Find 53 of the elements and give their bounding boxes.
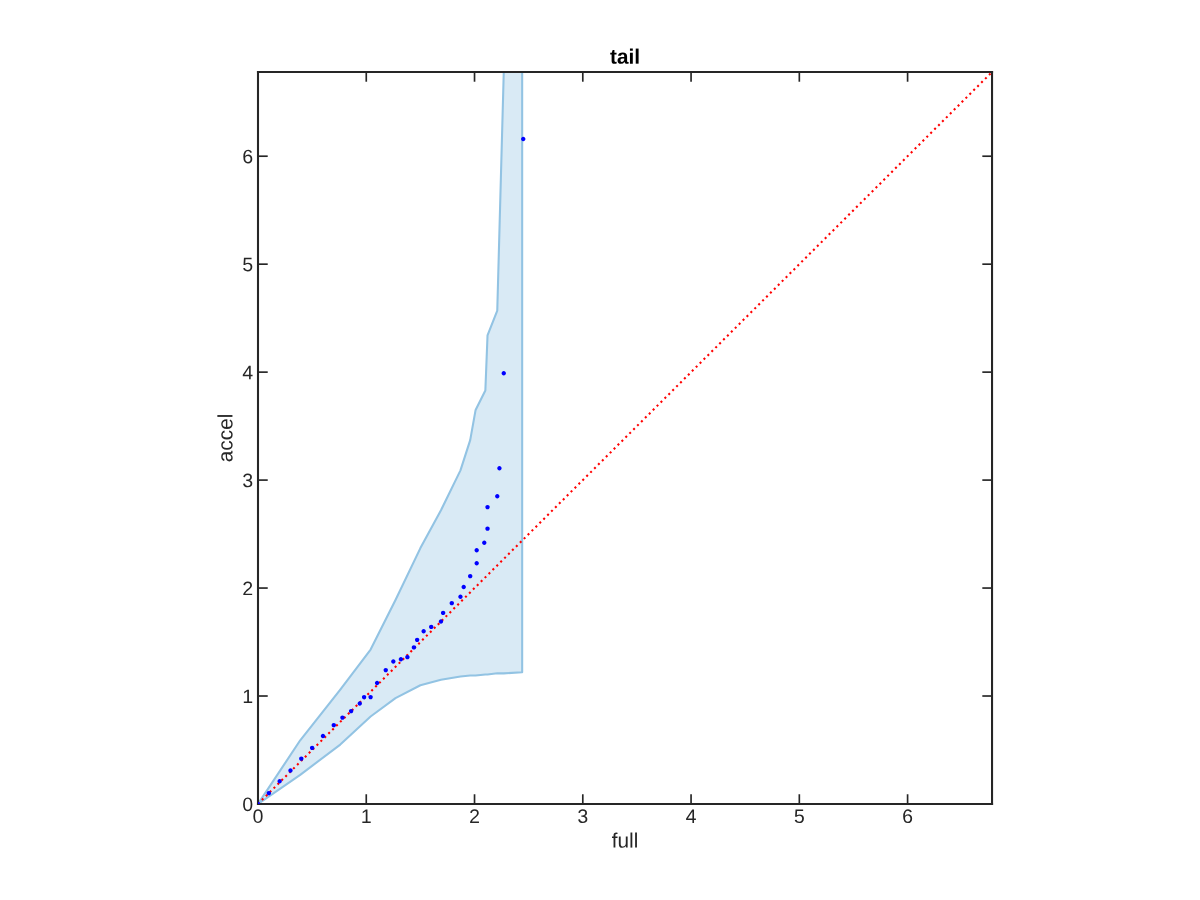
point xyxy=(405,654,410,660)
point xyxy=(320,733,326,739)
point xyxy=(482,540,487,545)
point xyxy=(474,548,479,553)
point xyxy=(266,790,272,796)
point xyxy=(299,756,304,761)
y-tick-label: 0 xyxy=(243,797,253,812)
point xyxy=(438,619,444,624)
chart-title: tail xyxy=(610,48,639,64)
y-tick-label: 6 xyxy=(243,149,253,164)
point xyxy=(497,466,502,471)
point xyxy=(357,701,362,706)
x-tick-label: 3 xyxy=(578,809,588,824)
y-tick-label: 5 xyxy=(243,257,253,272)
point xyxy=(411,645,417,650)
x-tick-label: 4 xyxy=(686,809,696,823)
point xyxy=(398,657,404,662)
point xyxy=(414,637,420,643)
point xyxy=(495,494,500,499)
x-tick-label: 1 xyxy=(362,809,371,823)
point xyxy=(277,779,282,784)
x-tick-label: 0 xyxy=(253,809,263,824)
point xyxy=(485,504,490,510)
point xyxy=(374,680,380,686)
point xyxy=(485,526,490,531)
x-tick-label: 5 xyxy=(794,809,804,824)
y-tick-label: 4 xyxy=(242,365,253,380)
point xyxy=(474,561,479,566)
point xyxy=(258,801,261,804)
point xyxy=(468,573,473,579)
y-axis-title: accel xyxy=(217,415,233,462)
x-tick-label: 2 xyxy=(470,809,479,823)
y-tick-label: 2 xyxy=(243,581,253,596)
point xyxy=(309,745,315,751)
point xyxy=(449,600,454,606)
point xyxy=(340,715,345,720)
point xyxy=(368,694,373,700)
y-tick-label: 1 xyxy=(243,689,253,704)
point xyxy=(501,371,506,376)
point xyxy=(421,629,426,634)
point xyxy=(361,694,367,700)
point xyxy=(331,722,336,728)
point xyxy=(383,667,388,673)
point xyxy=(521,136,526,142)
y-tick-label: 3 xyxy=(243,473,253,488)
point xyxy=(348,708,354,714)
point xyxy=(440,610,446,616)
point xyxy=(458,594,463,599)
point xyxy=(429,624,434,630)
x-tick-label: 6 xyxy=(903,809,913,824)
point xyxy=(391,659,396,664)
x-axis-title: full xyxy=(612,832,637,848)
point xyxy=(461,584,466,590)
